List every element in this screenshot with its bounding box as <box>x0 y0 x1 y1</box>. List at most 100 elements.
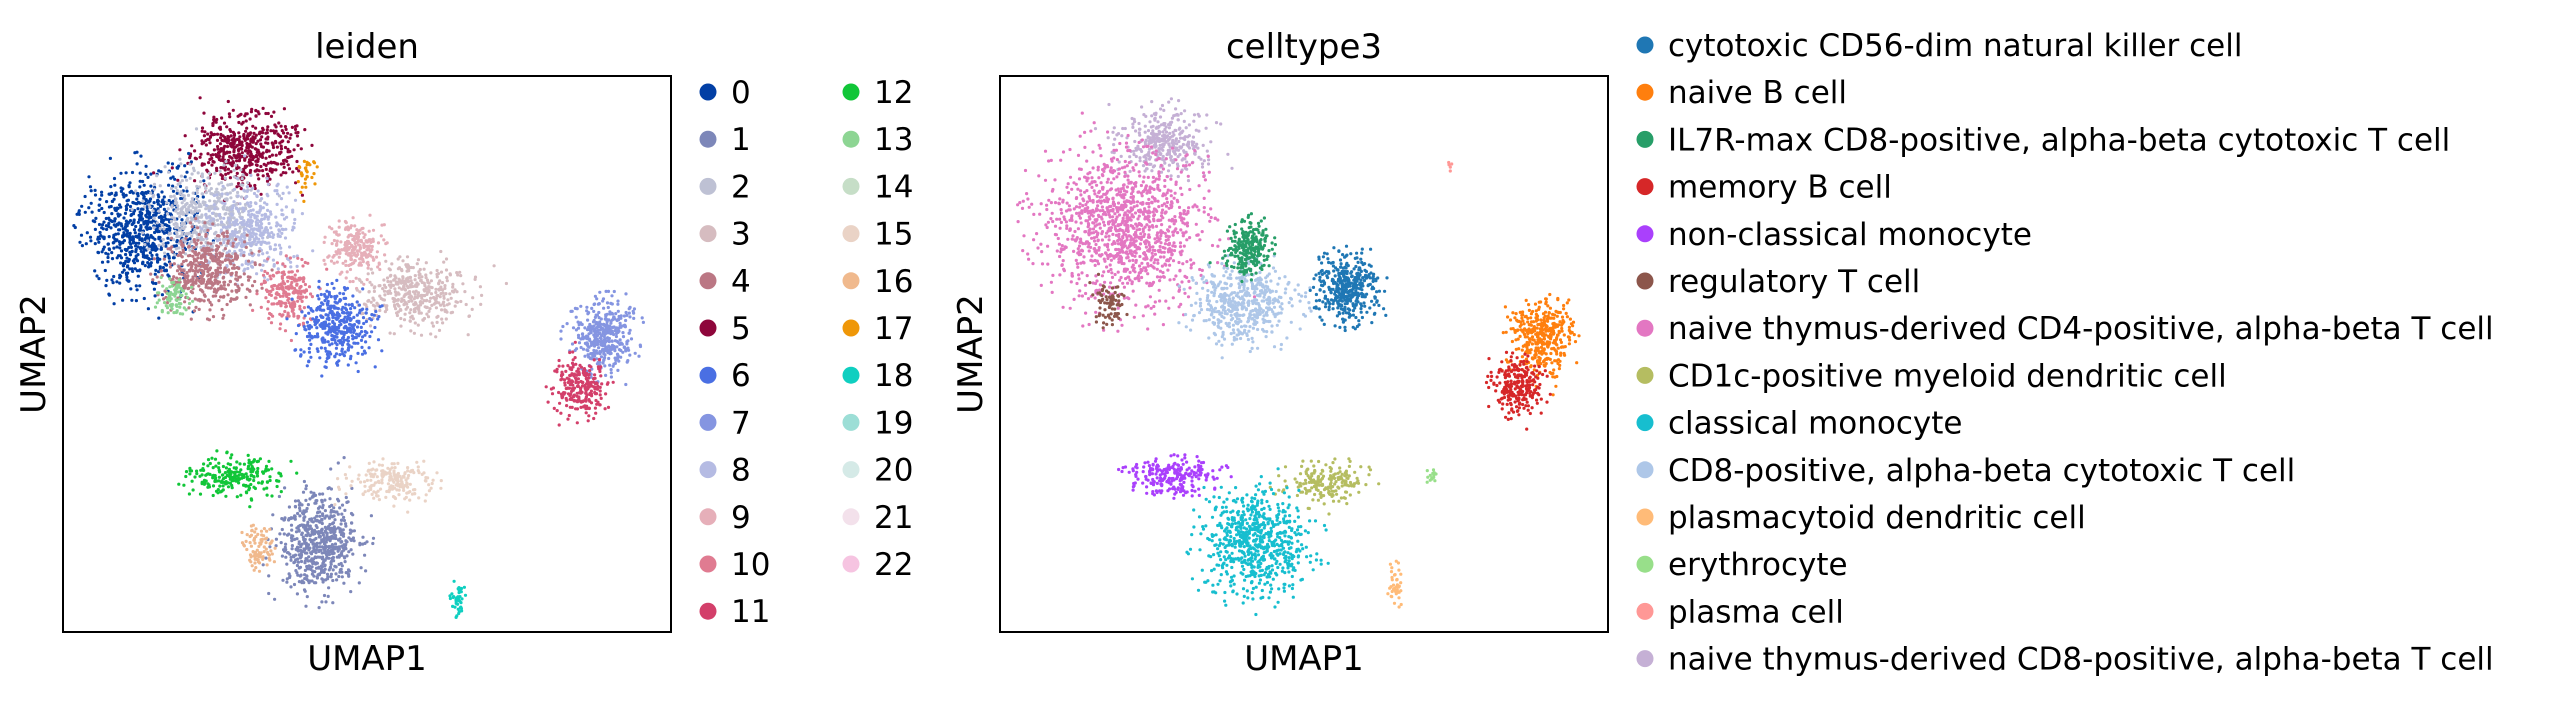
point <box>333 300 337 304</box>
point <box>185 271 189 275</box>
point <box>206 274 210 278</box>
point <box>350 262 354 266</box>
point <box>436 314 440 318</box>
point <box>191 254 195 258</box>
point <box>435 268 439 273</box>
point <box>594 411 598 415</box>
point <box>603 356 607 360</box>
point <box>272 110 276 114</box>
point <box>163 301 167 305</box>
point <box>384 285 388 289</box>
point <box>156 199 160 203</box>
point <box>368 334 372 339</box>
point <box>354 253 358 257</box>
point <box>245 189 249 193</box>
point <box>170 281 174 285</box>
point <box>199 274 203 279</box>
point <box>298 165 302 169</box>
point <box>146 307 150 311</box>
point <box>269 226 273 230</box>
point <box>290 270 294 274</box>
point <box>585 309 589 313</box>
point <box>223 475 228 480</box>
point <box>222 139 226 143</box>
point <box>107 192 111 196</box>
point <box>559 378 563 382</box>
point <box>260 222 264 226</box>
point <box>177 482 181 486</box>
point <box>226 241 230 245</box>
point <box>156 193 160 197</box>
point <box>259 305 263 309</box>
point <box>268 167 273 171</box>
point <box>264 137 268 141</box>
point <box>97 203 101 207</box>
point <box>320 577 324 581</box>
point <box>544 385 548 389</box>
point <box>354 336 358 340</box>
point <box>586 318 590 322</box>
point <box>184 208 189 213</box>
point <box>451 285 455 289</box>
point <box>100 190 104 194</box>
point <box>262 487 266 491</box>
point <box>377 261 381 265</box>
point <box>227 112 231 116</box>
point <box>444 257 449 261</box>
point <box>307 359 311 363</box>
point <box>146 261 150 265</box>
point <box>235 495 239 499</box>
point <box>340 518 344 522</box>
point <box>260 197 264 201</box>
point <box>298 286 302 290</box>
point <box>295 269 300 273</box>
point <box>118 213 122 217</box>
point <box>137 241 141 245</box>
point <box>127 184 131 188</box>
point <box>130 170 135 175</box>
point <box>250 162 254 166</box>
point <box>320 324 324 328</box>
point <box>202 299 206 303</box>
point <box>383 253 387 257</box>
point <box>169 186 174 191</box>
point <box>587 373 591 377</box>
point <box>374 255 379 259</box>
point <box>204 139 208 143</box>
point <box>250 227 254 231</box>
point <box>358 261 362 265</box>
point <box>310 175 314 180</box>
point <box>380 349 384 353</box>
point <box>119 249 124 253</box>
point <box>214 252 218 256</box>
point <box>283 236 288 240</box>
point <box>202 279 206 283</box>
point <box>247 213 251 217</box>
point <box>168 262 172 266</box>
point <box>152 201 156 205</box>
point <box>197 307 201 311</box>
point <box>318 356 322 360</box>
point <box>254 201 258 206</box>
point <box>216 151 221 155</box>
point <box>360 345 364 349</box>
point <box>338 353 342 357</box>
point <box>286 298 290 302</box>
point <box>267 221 271 226</box>
point <box>196 253 200 257</box>
point <box>200 288 204 293</box>
point <box>266 208 270 212</box>
point <box>177 164 181 168</box>
point <box>628 305 632 309</box>
point <box>310 295 314 299</box>
point <box>408 291 412 295</box>
point <box>225 144 230 149</box>
point <box>358 257 362 261</box>
point <box>290 228 295 232</box>
point <box>153 272 157 276</box>
point <box>370 283 374 287</box>
point <box>211 259 215 263</box>
point <box>209 242 213 246</box>
point <box>343 315 347 319</box>
point <box>359 566 363 570</box>
